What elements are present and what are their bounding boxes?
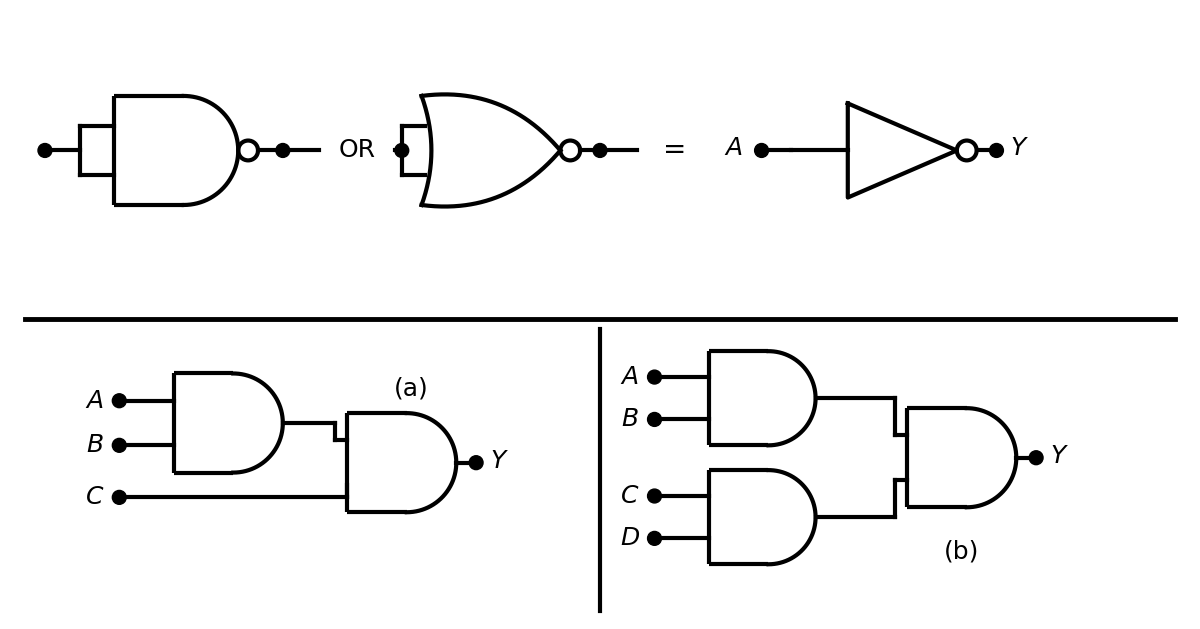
Circle shape <box>113 394 126 408</box>
Circle shape <box>648 532 661 545</box>
Text: (b): (b) <box>944 540 979 564</box>
Text: Y: Y <box>1010 136 1026 160</box>
Text: C: C <box>85 486 103 509</box>
Circle shape <box>648 413 661 426</box>
Circle shape <box>276 143 289 157</box>
Text: C: C <box>620 484 638 508</box>
Circle shape <box>113 491 126 504</box>
Text: B: B <box>622 408 638 431</box>
Text: Y: Y <box>1050 443 1066 468</box>
Text: =: = <box>662 136 686 164</box>
Text: B: B <box>86 433 103 457</box>
Circle shape <box>648 370 661 384</box>
Circle shape <box>755 143 768 157</box>
Circle shape <box>395 143 409 157</box>
Text: Y: Y <box>491 448 505 473</box>
Text: (a): (a) <box>395 376 430 400</box>
Text: OR: OR <box>338 138 376 162</box>
Circle shape <box>469 456 484 470</box>
Circle shape <box>648 489 661 503</box>
Text: D: D <box>620 526 640 550</box>
Circle shape <box>1030 451 1043 465</box>
Text: A: A <box>725 136 743 160</box>
Circle shape <box>990 143 1003 157</box>
Text: A: A <box>622 365 638 389</box>
Circle shape <box>113 438 126 452</box>
Circle shape <box>38 143 52 157</box>
Text: A: A <box>86 389 103 413</box>
Circle shape <box>593 143 607 157</box>
